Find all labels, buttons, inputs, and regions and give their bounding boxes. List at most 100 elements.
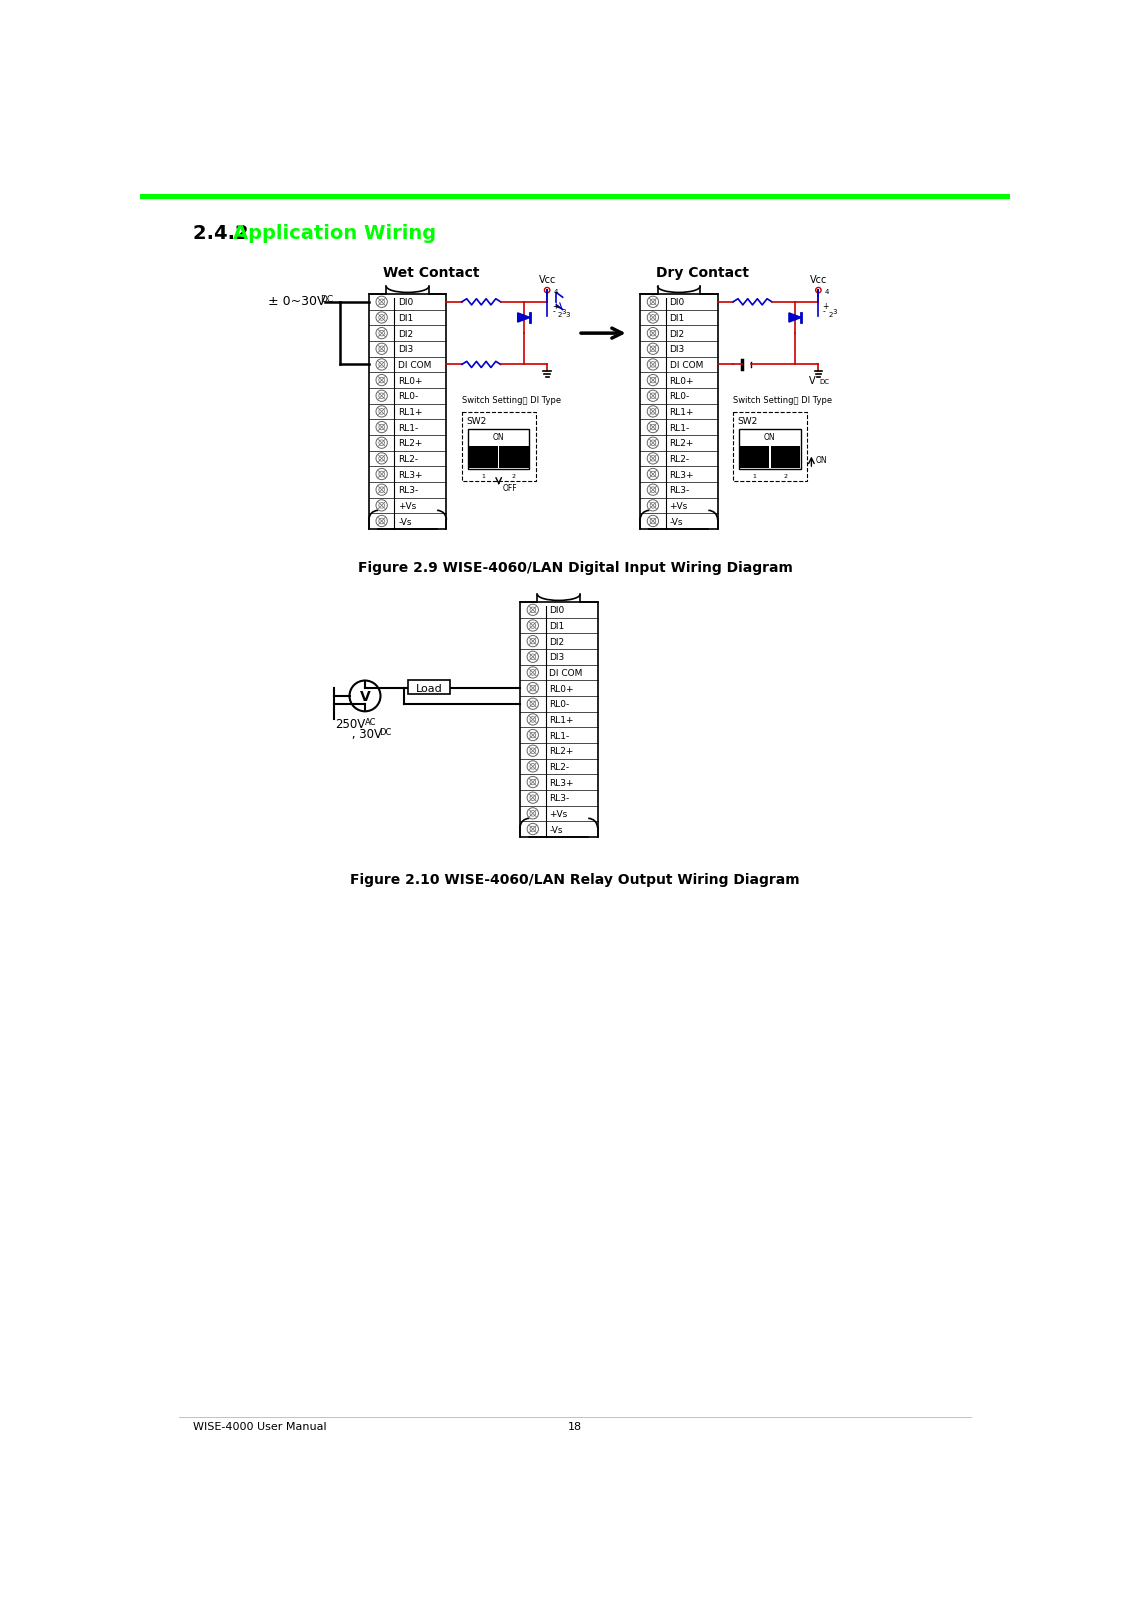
Circle shape bbox=[530, 779, 535, 786]
Circle shape bbox=[530, 812, 535, 816]
Circle shape bbox=[376, 516, 387, 527]
Text: DI2: DI2 bbox=[550, 638, 564, 646]
Circle shape bbox=[376, 391, 387, 403]
Circle shape bbox=[527, 745, 539, 756]
Circle shape bbox=[530, 795, 535, 802]
Circle shape bbox=[650, 331, 655, 336]
Text: DI2: DI2 bbox=[670, 329, 684, 339]
Text: DI3: DI3 bbox=[550, 652, 564, 662]
Text: 3: 3 bbox=[833, 308, 837, 315]
Text: DC: DC bbox=[379, 727, 392, 737]
Circle shape bbox=[650, 362, 655, 368]
Text: 4: 4 bbox=[553, 289, 558, 294]
Circle shape bbox=[650, 487, 655, 493]
Circle shape bbox=[527, 777, 539, 789]
Circle shape bbox=[647, 391, 659, 403]
Circle shape bbox=[379, 347, 385, 352]
Circle shape bbox=[527, 667, 539, 678]
Text: Application Wiring: Application Wiring bbox=[233, 224, 436, 243]
Circle shape bbox=[650, 456, 655, 463]
Circle shape bbox=[527, 761, 539, 773]
Bar bbox=[386, 284, 429, 299]
Text: +Vs: +Vs bbox=[550, 810, 568, 818]
Text: AC: AC bbox=[365, 717, 377, 727]
Bar bbox=[462, 412, 535, 482]
Text: RL1+: RL1+ bbox=[398, 407, 423, 417]
Bar bbox=[468, 430, 530, 469]
Circle shape bbox=[647, 344, 659, 355]
Text: OFF: OFF bbox=[503, 484, 517, 493]
Text: -Vs: -Vs bbox=[550, 824, 563, 834]
Circle shape bbox=[647, 485, 659, 497]
Circle shape bbox=[376, 485, 387, 497]
Circle shape bbox=[530, 748, 535, 755]
Bar bbox=[519, 602, 598, 837]
Circle shape bbox=[376, 360, 387, 370]
Text: WISE-4000 User Manual: WISE-4000 User Manual bbox=[193, 1422, 327, 1431]
Circle shape bbox=[650, 503, 655, 510]
Circle shape bbox=[379, 487, 385, 493]
Circle shape bbox=[530, 639, 535, 644]
Circle shape bbox=[647, 500, 659, 511]
Text: DC: DC bbox=[819, 378, 829, 385]
Text: 4: 4 bbox=[825, 289, 829, 294]
Circle shape bbox=[379, 440, 385, 446]
Text: +: + bbox=[552, 302, 559, 312]
Circle shape bbox=[379, 409, 385, 415]
Circle shape bbox=[527, 730, 539, 742]
Circle shape bbox=[530, 826, 535, 833]
Circle shape bbox=[530, 654, 535, 661]
Circle shape bbox=[530, 670, 535, 675]
Circle shape bbox=[527, 605, 539, 617]
Circle shape bbox=[527, 683, 539, 695]
Text: RL3+: RL3+ bbox=[398, 471, 423, 479]
Circle shape bbox=[527, 808, 539, 820]
Circle shape bbox=[530, 764, 535, 769]
Circle shape bbox=[379, 331, 385, 336]
Text: Vcc: Vcc bbox=[810, 274, 827, 284]
Text: RL1+: RL1+ bbox=[670, 407, 695, 417]
Text: -: - bbox=[822, 307, 825, 315]
Circle shape bbox=[527, 698, 539, 709]
Text: -Vs: -Vs bbox=[670, 518, 683, 526]
Circle shape bbox=[379, 425, 385, 430]
Bar bbox=[771, 446, 800, 469]
Circle shape bbox=[650, 472, 655, 477]
Polygon shape bbox=[517, 313, 530, 323]
Polygon shape bbox=[789, 313, 801, 323]
Circle shape bbox=[379, 472, 385, 477]
Circle shape bbox=[544, 289, 550, 294]
Bar bbox=[369, 295, 447, 529]
Text: Load: Load bbox=[415, 683, 442, 693]
Text: RL1-: RL1- bbox=[398, 424, 419, 432]
Text: 18: 18 bbox=[568, 1422, 582, 1431]
Circle shape bbox=[379, 362, 385, 368]
Text: RL1-: RL1- bbox=[670, 424, 690, 432]
Circle shape bbox=[650, 425, 655, 430]
Circle shape bbox=[376, 422, 387, 433]
Circle shape bbox=[379, 456, 385, 463]
Circle shape bbox=[650, 347, 655, 352]
Circle shape bbox=[816, 289, 821, 294]
Text: RL0+: RL0+ bbox=[550, 685, 574, 693]
Circle shape bbox=[647, 297, 659, 308]
Text: RL2+: RL2+ bbox=[398, 438, 423, 448]
Text: DI COM: DI COM bbox=[670, 360, 703, 370]
Bar bbox=[741, 446, 770, 469]
Text: RL3-: RL3- bbox=[670, 485, 690, 495]
Circle shape bbox=[376, 297, 387, 308]
Text: DI0: DI0 bbox=[670, 299, 684, 307]
Text: RL2+: RL2+ bbox=[670, 438, 693, 448]
Text: Vcc: Vcc bbox=[539, 274, 555, 284]
Circle shape bbox=[530, 717, 535, 722]
Text: RL2-: RL2- bbox=[398, 454, 419, 464]
Text: Figure 2.10 WISE-4060/LAN Relay Output Wiring Diagram: Figure 2.10 WISE-4060/LAN Relay Output W… bbox=[350, 873, 800, 886]
Circle shape bbox=[530, 734, 535, 738]
Text: DI3: DI3 bbox=[398, 346, 414, 354]
Bar bbox=[657, 284, 700, 299]
Text: ± 0~30V: ± 0~30V bbox=[268, 295, 325, 308]
Circle shape bbox=[647, 360, 659, 370]
Circle shape bbox=[379, 519, 385, 524]
Text: DI1: DI1 bbox=[398, 313, 414, 323]
Circle shape bbox=[379, 503, 385, 510]
